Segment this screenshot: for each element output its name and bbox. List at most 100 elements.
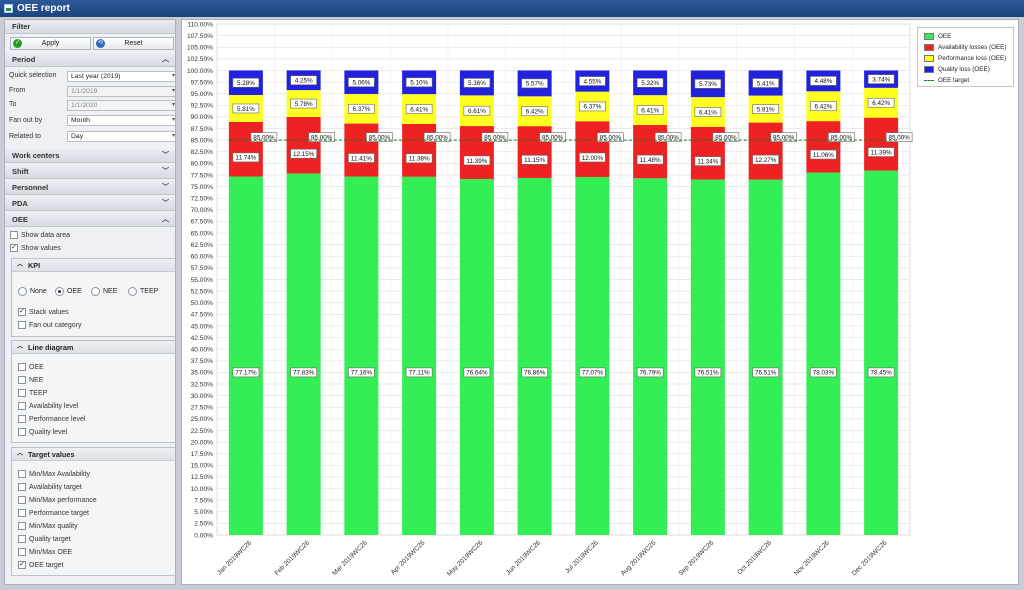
radio-button xyxy=(18,287,27,296)
legend-label-availability: Availability losses (OEE) xyxy=(938,44,1007,51)
personnel-section-header[interactable]: Personnel ﹀ xyxy=(5,181,175,195)
kpi-panel-header[interactable]: ︿ KPI xyxy=(12,259,175,272)
work-centers-section-header[interactable]: Work centers ﹀ xyxy=(5,149,175,163)
line-nee-label: NEE xyxy=(29,377,44,384)
quick-selection-label: Quick selection xyxy=(9,72,57,79)
checkbox-box xyxy=(18,548,26,556)
availability-target-label: Availability target xyxy=(29,484,82,491)
shift-title: Shift xyxy=(12,167,29,176)
radio-button-selected xyxy=(55,287,64,296)
line-oee-label: OEE xyxy=(29,364,44,371)
to-date-field[interactable]: 1/1/2020 ▾ xyxy=(67,100,175,111)
to-date-value: 1/1/2020 xyxy=(71,102,98,109)
kpi-title: KPI xyxy=(28,261,41,270)
line-diagram-panel-header[interactable]: ︿ Line diagram xyxy=(12,341,175,354)
radio-button xyxy=(128,287,137,296)
apply-button[interactable]: ✓ Apply xyxy=(10,37,91,50)
line-diagram-title: Line diagram xyxy=(28,343,74,352)
performance-target-label: Performance target xyxy=(29,510,89,517)
reset-icon: ⟲ xyxy=(96,39,105,48)
chevron-up-icon: ︿ xyxy=(17,451,24,457)
legend-swatch-availability xyxy=(924,44,934,51)
chart-area xyxy=(181,19,1019,585)
filter-title: Filter xyxy=(12,22,31,31)
shift-section-header[interactable]: Shift ﹀ xyxy=(5,165,175,179)
show-values-label: Show values xyxy=(21,245,61,252)
minmax-performance-label: Min/Max performance xyxy=(29,497,97,504)
chevron-down-icon: ﹀ xyxy=(162,200,169,207)
line-availability-label: Availability level xyxy=(29,403,79,410)
work-centers-title: Work centers xyxy=(12,151,60,160)
chevron-down-icon: ﹀ xyxy=(162,168,169,175)
legend-label-performance: Performance loss (OEE) xyxy=(938,55,1007,62)
oee-section-header[interactable]: OEE ︿ xyxy=(5,213,175,227)
checkmark-icon: ✓ xyxy=(18,308,26,316)
kpi-radio-nee-label: NEE xyxy=(103,288,118,295)
chevron-down-icon: ﹀ xyxy=(162,184,169,191)
fan-out-by-select[interactable]: Month ▾ xyxy=(67,115,175,126)
oee-target-label: OEE target xyxy=(29,562,64,569)
minmax-oee-label: Min/Max OEE xyxy=(29,549,73,556)
line-quality-label: Quality level xyxy=(29,429,68,436)
apply-label: Apply xyxy=(41,40,60,47)
show-data-area-label: Show data area xyxy=(21,232,71,239)
chevron-up-icon: ︿ xyxy=(162,56,169,63)
legend-swatch-performance xyxy=(924,55,934,62)
personnel-title: Personnel xyxy=(12,183,49,192)
legend-swatch-quality xyxy=(924,66,934,73)
quick-selection-value: Last year (2019) xyxy=(71,73,121,80)
stack-values-label: Stack values xyxy=(29,309,69,316)
chevron-down-icon: ▾ xyxy=(171,88,175,94)
checkbox-box xyxy=(18,496,26,504)
window-titlebar: OEE report xyxy=(0,0,1024,17)
pda-section-header[interactable]: PDA ﹀ xyxy=(5,197,175,211)
legend-swatch-oee xyxy=(924,33,934,40)
from-date-field[interactable]: 1/1/2019 ▾ xyxy=(67,86,175,97)
kpi-radio-teep-label: TEEP xyxy=(140,288,159,295)
period-title: Period xyxy=(12,55,36,64)
checkbox-box xyxy=(18,402,26,410)
checkmark-icon: ✓ xyxy=(13,39,22,48)
filter-header: Filter xyxy=(5,20,175,34)
checkbox-box xyxy=(18,522,26,530)
checkbox-box xyxy=(18,415,26,423)
fan-out-by-value: Month xyxy=(71,117,90,124)
checkbox-box xyxy=(18,389,26,397)
legend-label-quality: Quality loss (OEE) xyxy=(938,66,990,73)
fan-out-category-label: Fan out category xyxy=(29,322,82,329)
line-performance-label: Performance level xyxy=(29,416,86,423)
checkbox-box xyxy=(18,483,26,491)
fan-out-by-label: Fan out by xyxy=(9,117,43,124)
window-title: OEE report xyxy=(17,3,70,14)
related-to-select[interactable]: Day ▾ xyxy=(67,131,175,142)
checkbox-box xyxy=(18,470,26,478)
chevron-up-icon: ︿ xyxy=(17,344,24,350)
chevron-down-icon: ▾ xyxy=(171,133,175,139)
related-to-value: Day xyxy=(71,133,84,140)
filter-sidebar: Filter ✓ Apply ⟲ Reset Period ︿ Quick se… xyxy=(4,19,176,585)
from-label: From xyxy=(9,87,26,94)
checkbox-box xyxy=(18,509,26,517)
quick-selection-select[interactable]: Last year (2019) ▾ xyxy=(67,71,175,82)
from-date-value: 1/1/2019 xyxy=(71,88,98,95)
chevron-down-icon: ▾ xyxy=(171,73,175,79)
checkbox-box xyxy=(18,363,26,371)
pda-title: PDA xyxy=(12,199,28,208)
checkmark-icon: ✓ xyxy=(18,561,26,569)
checkbox-box xyxy=(18,376,26,384)
target-values-panel: ︿ Target values Min/Max Availability Avai… xyxy=(11,447,175,576)
chevron-down-icon: ﹀ xyxy=(162,152,169,159)
legend-target-line-icon xyxy=(924,80,934,81)
reset-button[interactable]: ⟲ Reset xyxy=(93,37,174,50)
period-section-header[interactable]: Period ︿ xyxy=(5,53,175,67)
line-teep-label: TEEP xyxy=(29,390,48,397)
kpi-radio-oee-label: OEE xyxy=(67,288,82,295)
checkbox-box xyxy=(18,428,26,436)
target-values-panel-header[interactable]: ︿ Target values xyxy=(12,448,175,461)
related-to-label: Related to xyxy=(9,133,41,140)
checkbox-box xyxy=(18,535,26,543)
chevron-up-icon: ︿ xyxy=(162,216,169,223)
chevron-down-icon: ▾ xyxy=(171,102,175,108)
reset-label: Reset xyxy=(124,40,143,47)
chevron-down-icon: ▾ xyxy=(171,117,175,123)
